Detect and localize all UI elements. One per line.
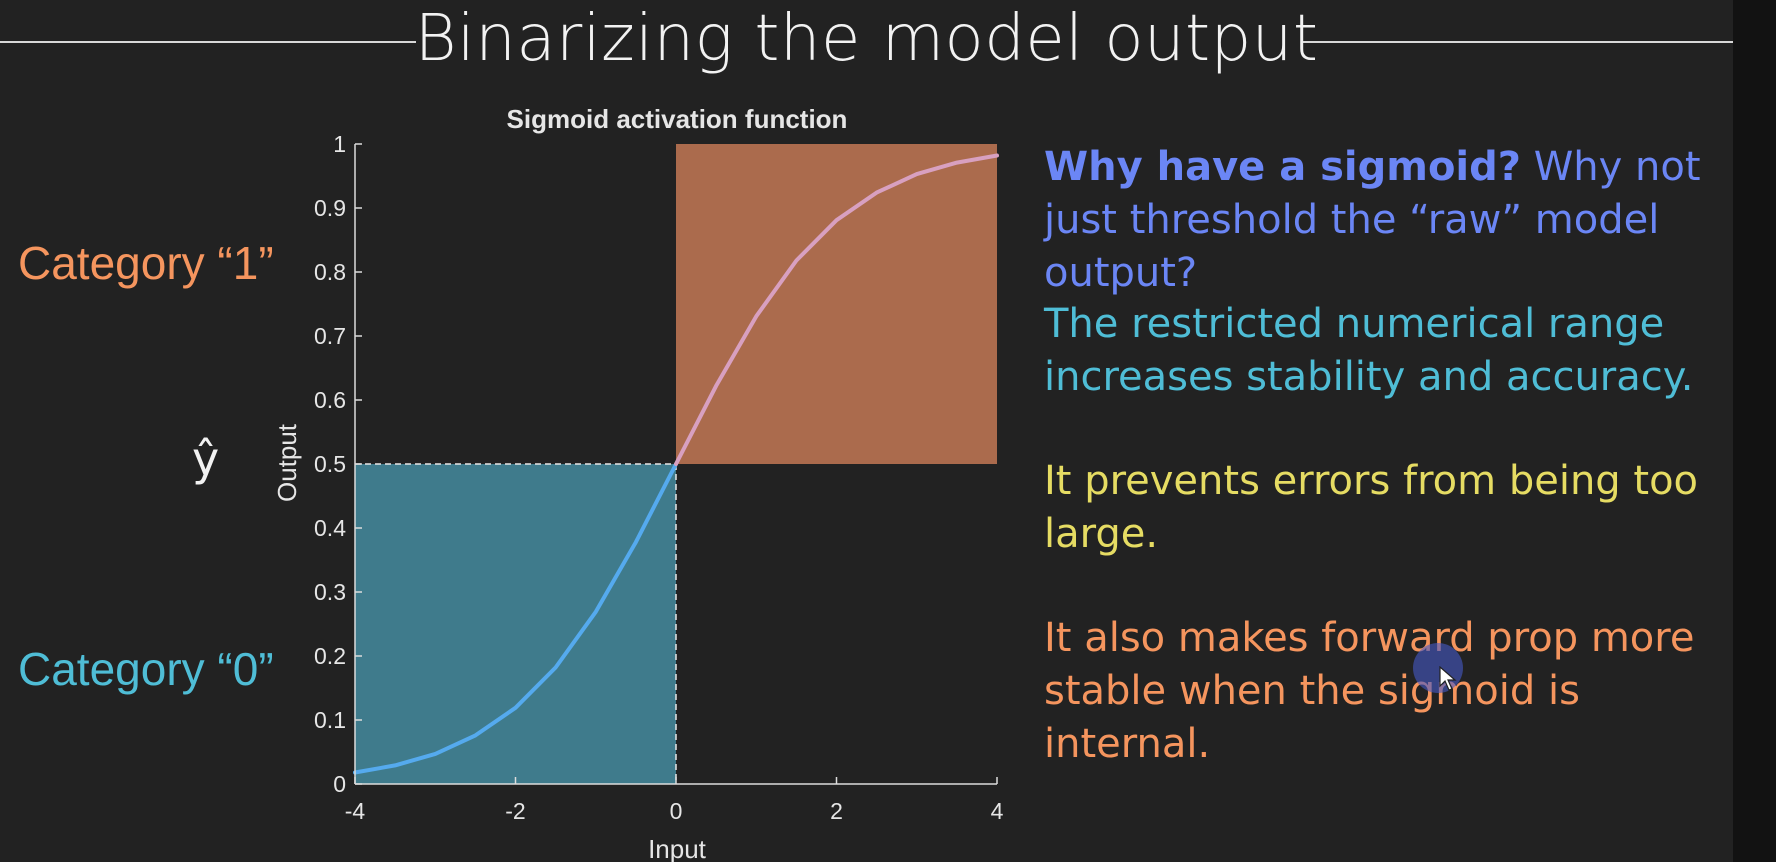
- x-axis-label: Input: [648, 834, 707, 862]
- category-1-label: Category “1”: [18, 237, 274, 289]
- point-why-sigmoid-text: Why not just threshold the “raw” model o…: [1044, 144, 1701, 296]
- chart-title: Sigmoid activation function: [507, 104, 848, 134]
- y-tick-label: 0.4: [314, 515, 346, 541]
- point-prevents-errors: It prevents errors from being too large.: [1044, 458, 1699, 557]
- y-tick-label: 0.1: [314, 707, 346, 733]
- y-tick-label: 0.8: [314, 259, 346, 285]
- x-tick-label: -4: [345, 798, 366, 824]
- point-why-sigmoid-bold: Why have a sigmoid?: [1044, 144, 1521, 190]
- y-tick-label: 0: [333, 771, 346, 797]
- point-why-sigmoid: Why have a sigmoid? Why not just thresho…: [1044, 141, 1724, 300]
- sigmoid-curve-lower: [353, 462, 678, 775]
- right-edge-strip: [1733, 0, 1776, 862]
- y-axis-label: Output: [272, 423, 302, 502]
- y-tick-label: 0.7: [314, 323, 346, 349]
- sigmoid-chart: Sigmoid activation function 0 0.1 0.2 0.3 0.…: [272, 104, 1004, 862]
- region-category-0: [355, 464, 676, 784]
- x-tick-label: 0: [670, 798, 683, 824]
- category-0-label: Category “0”: [18, 643, 274, 695]
- title-rule-left: [0, 41, 416, 43]
- title-rule-right: [1303, 41, 1733, 43]
- y-tick-label: 0.3: [314, 579, 346, 605]
- sigmoid-curve-upper: [674, 153, 999, 466]
- y-tick-label: 0.9: [314, 195, 346, 221]
- x-tick-label: 4: [991, 798, 1004, 824]
- point-restricted-range: The restricted numerical range increases…: [1044, 301, 1694, 400]
- x-tick-label: -2: [505, 798, 525, 824]
- y-tick-label: 1: [333, 131, 346, 157]
- slide-title: Binarizing the model output: [414, 2, 1319, 76]
- point-forward-prop: It also makes forward prop more stable w…: [1044, 615, 1695, 767]
- mouse-pointer-icon: [1439, 666, 1457, 691]
- y-hat-label: ŷ: [192, 432, 220, 486]
- y-tick-label: 0.6: [314, 387, 346, 413]
- x-tick-label: 2: [830, 798, 843, 824]
- cursor-highlight: [1413, 643, 1463, 693]
- y-tick-label: 0.2: [314, 643, 346, 669]
- y-tick-label: 0.5: [314, 451, 346, 477]
- region-category-1: [676, 144, 997, 464]
